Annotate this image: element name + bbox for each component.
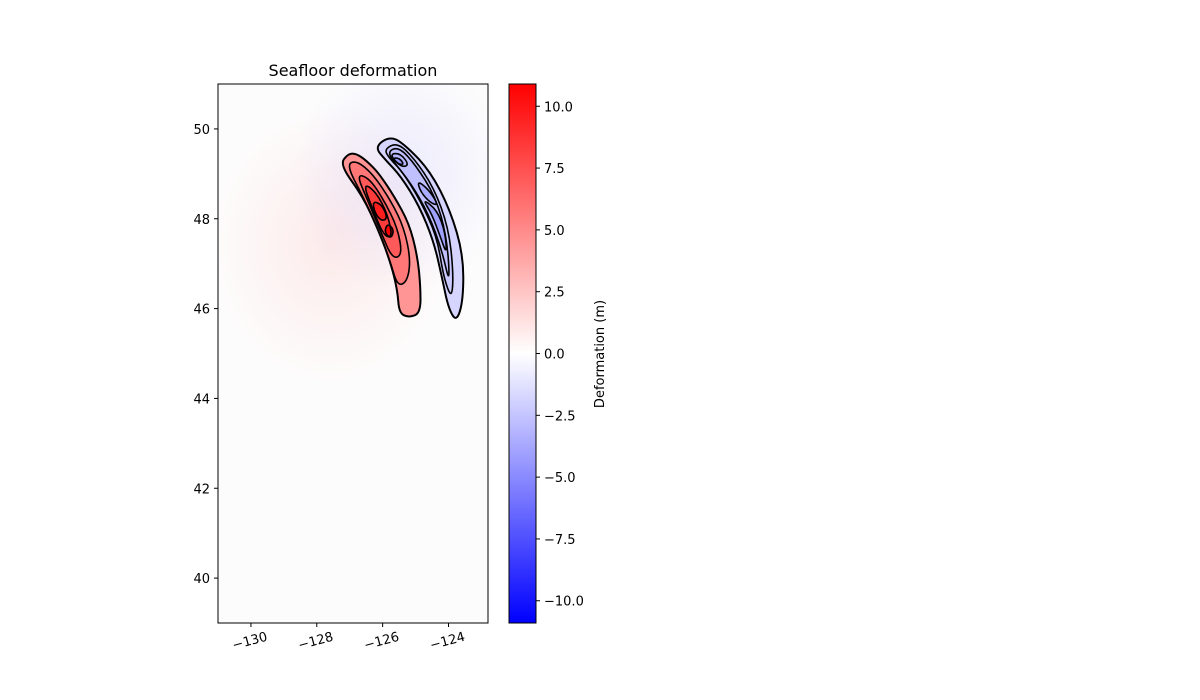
deformation-zones bbox=[341, 137, 465, 319]
y-tick-label: 50 bbox=[193, 123, 210, 138]
y-tick-label: 40 bbox=[193, 572, 210, 587]
uplift-contour-5 bbox=[384, 224, 394, 238]
colorbar-ticks: 10.0 7.5 5.0 2.5 0.0 −2.5 −5.0 −7.5 −10.0 bbox=[536, 100, 584, 610]
colorbar: 10.0 7.5 5.0 2.5 0.0 −2.5 −5.0 −7.5 −10.0 Deform… bbox=[508, 83, 608, 624]
x-tick-label: −126 bbox=[363, 630, 401, 654]
y-tick-label: 44 bbox=[193, 392, 210, 407]
colorbar-label: Deformation (m) bbox=[593, 300, 608, 408]
x-tick-label: −124 bbox=[428, 630, 466, 654]
colorbar-tick-label: −7.5 bbox=[544, 533, 576, 548]
y-axis: 40 42 44 46 48 50 bbox=[193, 123, 218, 587]
x-tick-label: −130 bbox=[231, 630, 269, 654]
colorbar-tick-label: −5.0 bbox=[544, 471, 576, 486]
chart-title: Seafloor deformation bbox=[269, 61, 438, 80]
plot-frame bbox=[217, 83, 489, 624]
colorbar-tick-label: 5.0 bbox=[544, 224, 565, 239]
uplift-contour-1 bbox=[348, 161, 411, 286]
x-tick-label: −128 bbox=[297, 630, 335, 654]
subsidence-contour-5 bbox=[424, 201, 447, 251]
uplift-fill-level-4 bbox=[373, 202, 387, 221]
y-tick-label: 46 bbox=[193, 303, 210, 318]
plot-area: −130 −128 −126 −124 40 42 44 46 48 50 bbox=[193, 83, 489, 653]
subsidence-contour-6 bbox=[393, 157, 404, 166]
subsidence-fill-level-4 bbox=[418, 183, 437, 205]
subsidence-fill-level-6 bbox=[394, 158, 403, 165]
colorbar-tick-label: 0.0 bbox=[544, 348, 565, 363]
subsidence-contour-2 bbox=[388, 147, 450, 277]
colorbar-tick-label: −10.0 bbox=[544, 595, 584, 610]
colorbar-tick-label: 2.5 bbox=[544, 286, 565, 301]
subsidence-contour-4 bbox=[417, 182, 438, 206]
x-axis: −130 −128 −126 −124 bbox=[231, 623, 467, 653]
colorbar-tick-label: 10.0 bbox=[544, 100, 573, 115]
colorbar-tick-label: 7.5 bbox=[544, 162, 565, 177]
colorbar-tick-label: −2.5 bbox=[544, 409, 576, 424]
field-layer bbox=[218, 84, 488, 385]
y-tick-label: 42 bbox=[193, 482, 210, 497]
uplift-contour-2 bbox=[358, 174, 402, 259]
subsidence-contour-0 bbox=[376, 137, 465, 319]
y-tick-label: 48 bbox=[193, 213, 210, 228]
colorbar-gradient bbox=[509, 84, 536, 623]
uplift-contour-4 bbox=[372, 201, 387, 221]
